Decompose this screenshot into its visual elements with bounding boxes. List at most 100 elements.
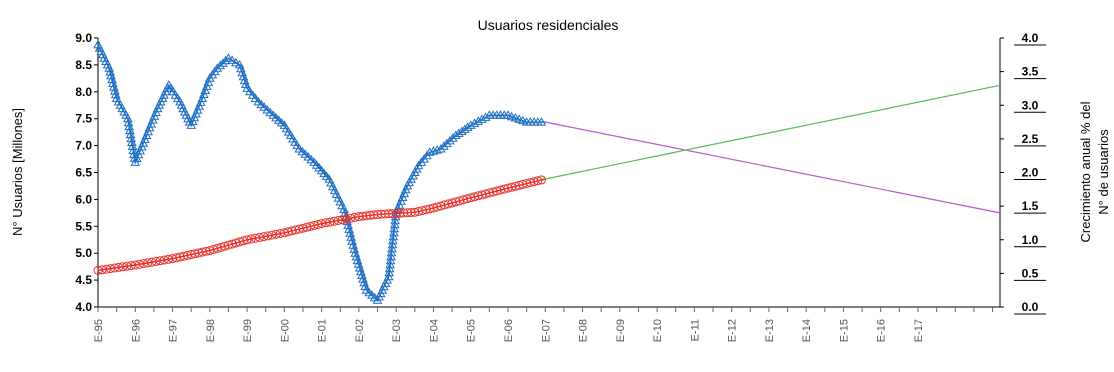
x-tick-label: E-05 [466, 319, 478, 342]
x-tick-label: E-97 [168, 319, 180, 342]
data-point [333, 216, 343, 225]
data-point [155, 256, 165, 266]
data-point [406, 208, 416, 217]
data-point [123, 117, 134, 127]
data-point [223, 53, 234, 62]
data-point [267, 230, 277, 240]
data-point [536, 117, 547, 126]
data-point [447, 133, 458, 142]
data-point [465, 120, 476, 129]
x-tick-label: E-96 [130, 319, 142, 342]
x-tick-label: E-11 [689, 319, 701, 341]
data-point [533, 176, 543, 186]
y2-tick-label: 2.0 [1022, 166, 1039, 180]
data-point [343, 220, 353, 229]
data-point [220, 55, 231, 65]
x-tick-label: E-06 [503, 319, 515, 342]
y2-tick-label: 1.0 [1022, 233, 1039, 247]
x-tick-label: E-10 [652, 319, 664, 342]
data-point [227, 55, 238, 64]
data-point [357, 270, 367, 279]
data-point [151, 256, 161, 266]
x-tick-label: E-07 [540, 319, 552, 342]
x-tick-label: E-02 [354, 319, 366, 342]
data-point [473, 116, 484, 125]
data-point [360, 281, 371, 290]
right-axis-ticks: 0.0 0.5 1.0 1.5 2.0 2.5 3.0 3.5 4.0 [1000, 31, 1046, 315]
data-point [147, 257, 157, 267]
data-point [358, 274, 368, 283]
data-point [107, 74, 117, 84]
data-point [250, 233, 260, 243]
data-point [200, 85, 211, 94]
data-point [342, 216, 352, 225]
x-tick-label: E-15 [838, 319, 850, 342]
data-point [108, 82, 119, 91]
x-tick-label: E-16 [876, 319, 888, 342]
data-point [459, 124, 470, 133]
data-point [325, 217, 335, 227]
data-point [203, 77, 214, 86]
y2-axis-label-line2: N° de usuarios [1096, 129, 1111, 215]
data-point [127, 137, 137, 146]
y-tick-label: 8.5 [75, 58, 92, 72]
data-point [122, 113, 133, 123]
data-point [388, 209, 397, 219]
x-tick-label: E-14 [801, 319, 813, 342]
x-tick-label: E-95 [93, 319, 105, 342]
y-axis-label: N° Usuarios [Millones] [10, 108, 25, 236]
y2-tick-label: 1.5 [1022, 199, 1039, 213]
data-point [424, 147, 435, 156]
data-point [218, 58, 228, 67]
data-point [350, 248, 361, 257]
y-tick-label: 5.0 [75, 246, 92, 260]
y2-tick-label: 0.0 [1022, 300, 1039, 314]
data-point [110, 89, 121, 99]
data-point [321, 218, 331, 228]
data-point [124, 121, 135, 131]
data-point [442, 138, 452, 148]
y2-tick-label: 3.5 [1022, 65, 1039, 79]
y-tick-label: 6.0 [75, 192, 92, 206]
data-point [317, 219, 327, 229]
y-tick-label: 4.0 [75, 300, 92, 314]
data-point [349, 244, 360, 253]
data-point [359, 277, 369, 287]
data-point [346, 213, 356, 223]
data-point [109, 85, 120, 95]
data-point [108, 78, 118, 87]
data-point [246, 234, 256, 244]
projection-line [545, 84, 1001, 180]
data-point [376, 209, 386, 219]
data-point [271, 229, 281, 239]
data-point [250, 93, 261, 102]
data-point [345, 228, 355, 237]
axes [97, 38, 1001, 308]
y2-tick-label: 2.5 [1022, 132, 1039, 146]
data-point [537, 175, 546, 185]
data-point [477, 114, 487, 123]
x-tick-label: E-08 [578, 319, 590, 342]
data-point [402, 208, 412, 218]
data-point [361, 211, 371, 221]
data-point [353, 259, 364, 268]
data-point [428, 146, 439, 155]
data-point [242, 235, 252, 245]
x-tick-label: E-01 [317, 319, 329, 342]
data-point [105, 66, 115, 76]
y-tick-label: 9.0 [75, 31, 92, 45]
data-point [134, 259, 144, 269]
data-point [263, 231, 273, 241]
data-point [347, 236, 357, 245]
data-point [125, 125, 135, 135]
data-point [255, 232, 264, 242]
x-tick-label: E-99 [242, 319, 254, 342]
data-point [128, 145, 139, 154]
data-point [242, 83, 252, 92]
data-point [127, 141, 138, 150]
data-point [125, 129, 136, 139]
data-point [439, 141, 449, 150]
projection-line [545, 121, 1001, 214]
x-tick-label: E-12 [727, 319, 739, 342]
y-tick-label: 5.5 [75, 219, 92, 233]
